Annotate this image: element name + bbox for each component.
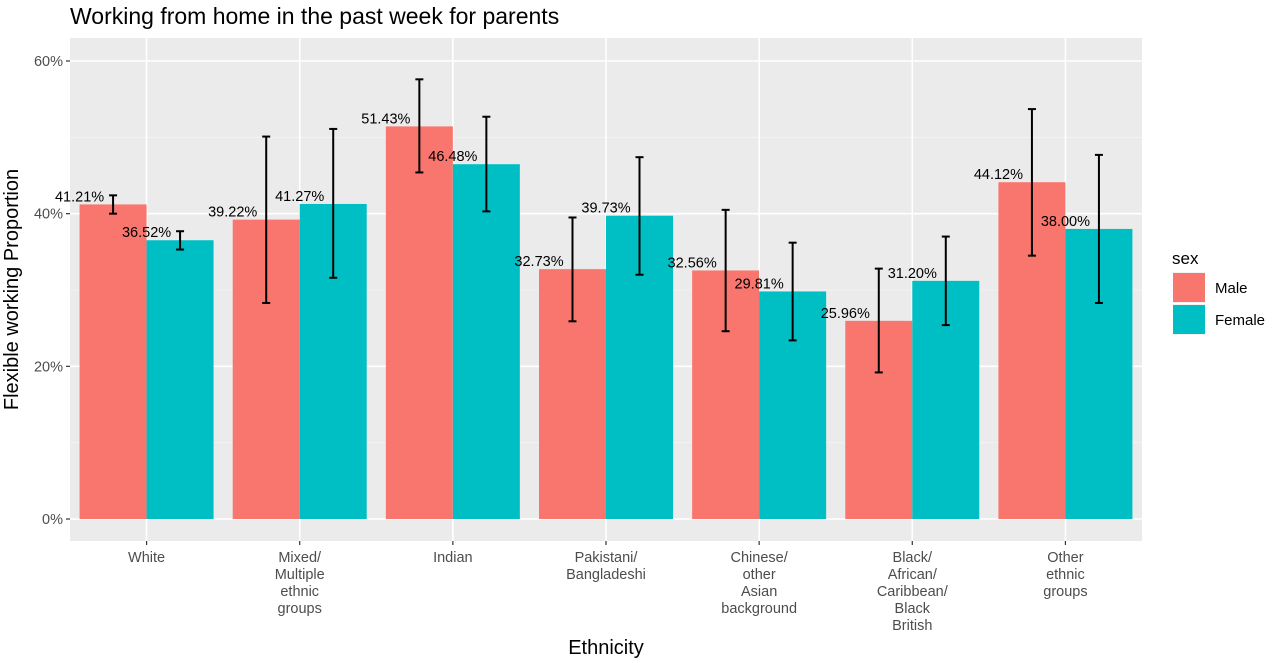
y-axis-title: Flexible working Proportion <box>1 169 23 410</box>
error-bars <box>109 78 1103 374</box>
data-label: 31.20% <box>888 266 937 282</box>
data-label: 29.81% <box>735 276 784 292</box>
chart-title: Working from home in the past week for p… <box>70 3 559 29</box>
x-tick-label: White <box>128 550 165 566</box>
bar-male <box>79 204 147 519</box>
x-axis-title: Ethnicity <box>568 637 644 659</box>
data-label: 32.73% <box>514 254 563 270</box>
data-labels: 41.21% 39.22% 51.43% 32.73% 32.56% 25.96% 44.1… <box>55 111 1090 321</box>
data-label: 36.52% <box>122 225 171 241</box>
data-label: 44.12% <box>974 167 1023 183</box>
legend-label-male: Male <box>1215 280 1248 297</box>
x-axis: White Mixed/Multiple ethnic groups Indian Pak… <box>128 541 1088 634</box>
x-tick-label: Pakistani/Bangladeshi <box>566 550 646 583</box>
x-tick-label: Black/African/Caribbean/Black British <box>877 550 949 634</box>
y-tick-label: 20% <box>34 359 63 375</box>
bars <box>79 126 1133 520</box>
x-tick-label: Other ethnic groups <box>1043 550 1087 600</box>
x-tick-label: Chinese/other Asian background <box>721 550 797 617</box>
legend-label-female: Female <box>1215 312 1265 329</box>
y-tick-label: 60% <box>34 54 63 70</box>
bar-female <box>146 240 214 520</box>
x-tick-label: Indian <box>433 550 473 566</box>
data-label: 32.56% <box>668 255 717 271</box>
data-label: 46.48% <box>428 149 477 165</box>
data-label: 25.96% <box>821 306 870 322</box>
data-label: 41.27% <box>275 189 324 205</box>
y-tick-label: 40% <box>34 207 63 223</box>
legend-title: sex <box>1172 249 1199 268</box>
bar-male <box>385 126 453 519</box>
x-tick-label: Mixed/Multiple ethnic groups <box>275 550 325 617</box>
data-label: 51.43% <box>361 111 410 127</box>
legend-swatch-male <box>1173 273 1205 302</box>
legend-swatch-female <box>1173 305 1205 334</box>
y-tick-label: 0% <box>42 512 63 528</box>
bar-female <box>452 164 520 519</box>
data-label: 41.21% <box>55 189 104 205</box>
y-axis: 0% 20% 40% 60% <box>34 54 70 528</box>
data-label: 38.00% <box>1041 214 1090 230</box>
data-label: 39.22% <box>208 205 257 221</box>
legend: sex Male Female <box>1172 249 1265 335</box>
data-label: 39.73% <box>581 201 630 217</box>
